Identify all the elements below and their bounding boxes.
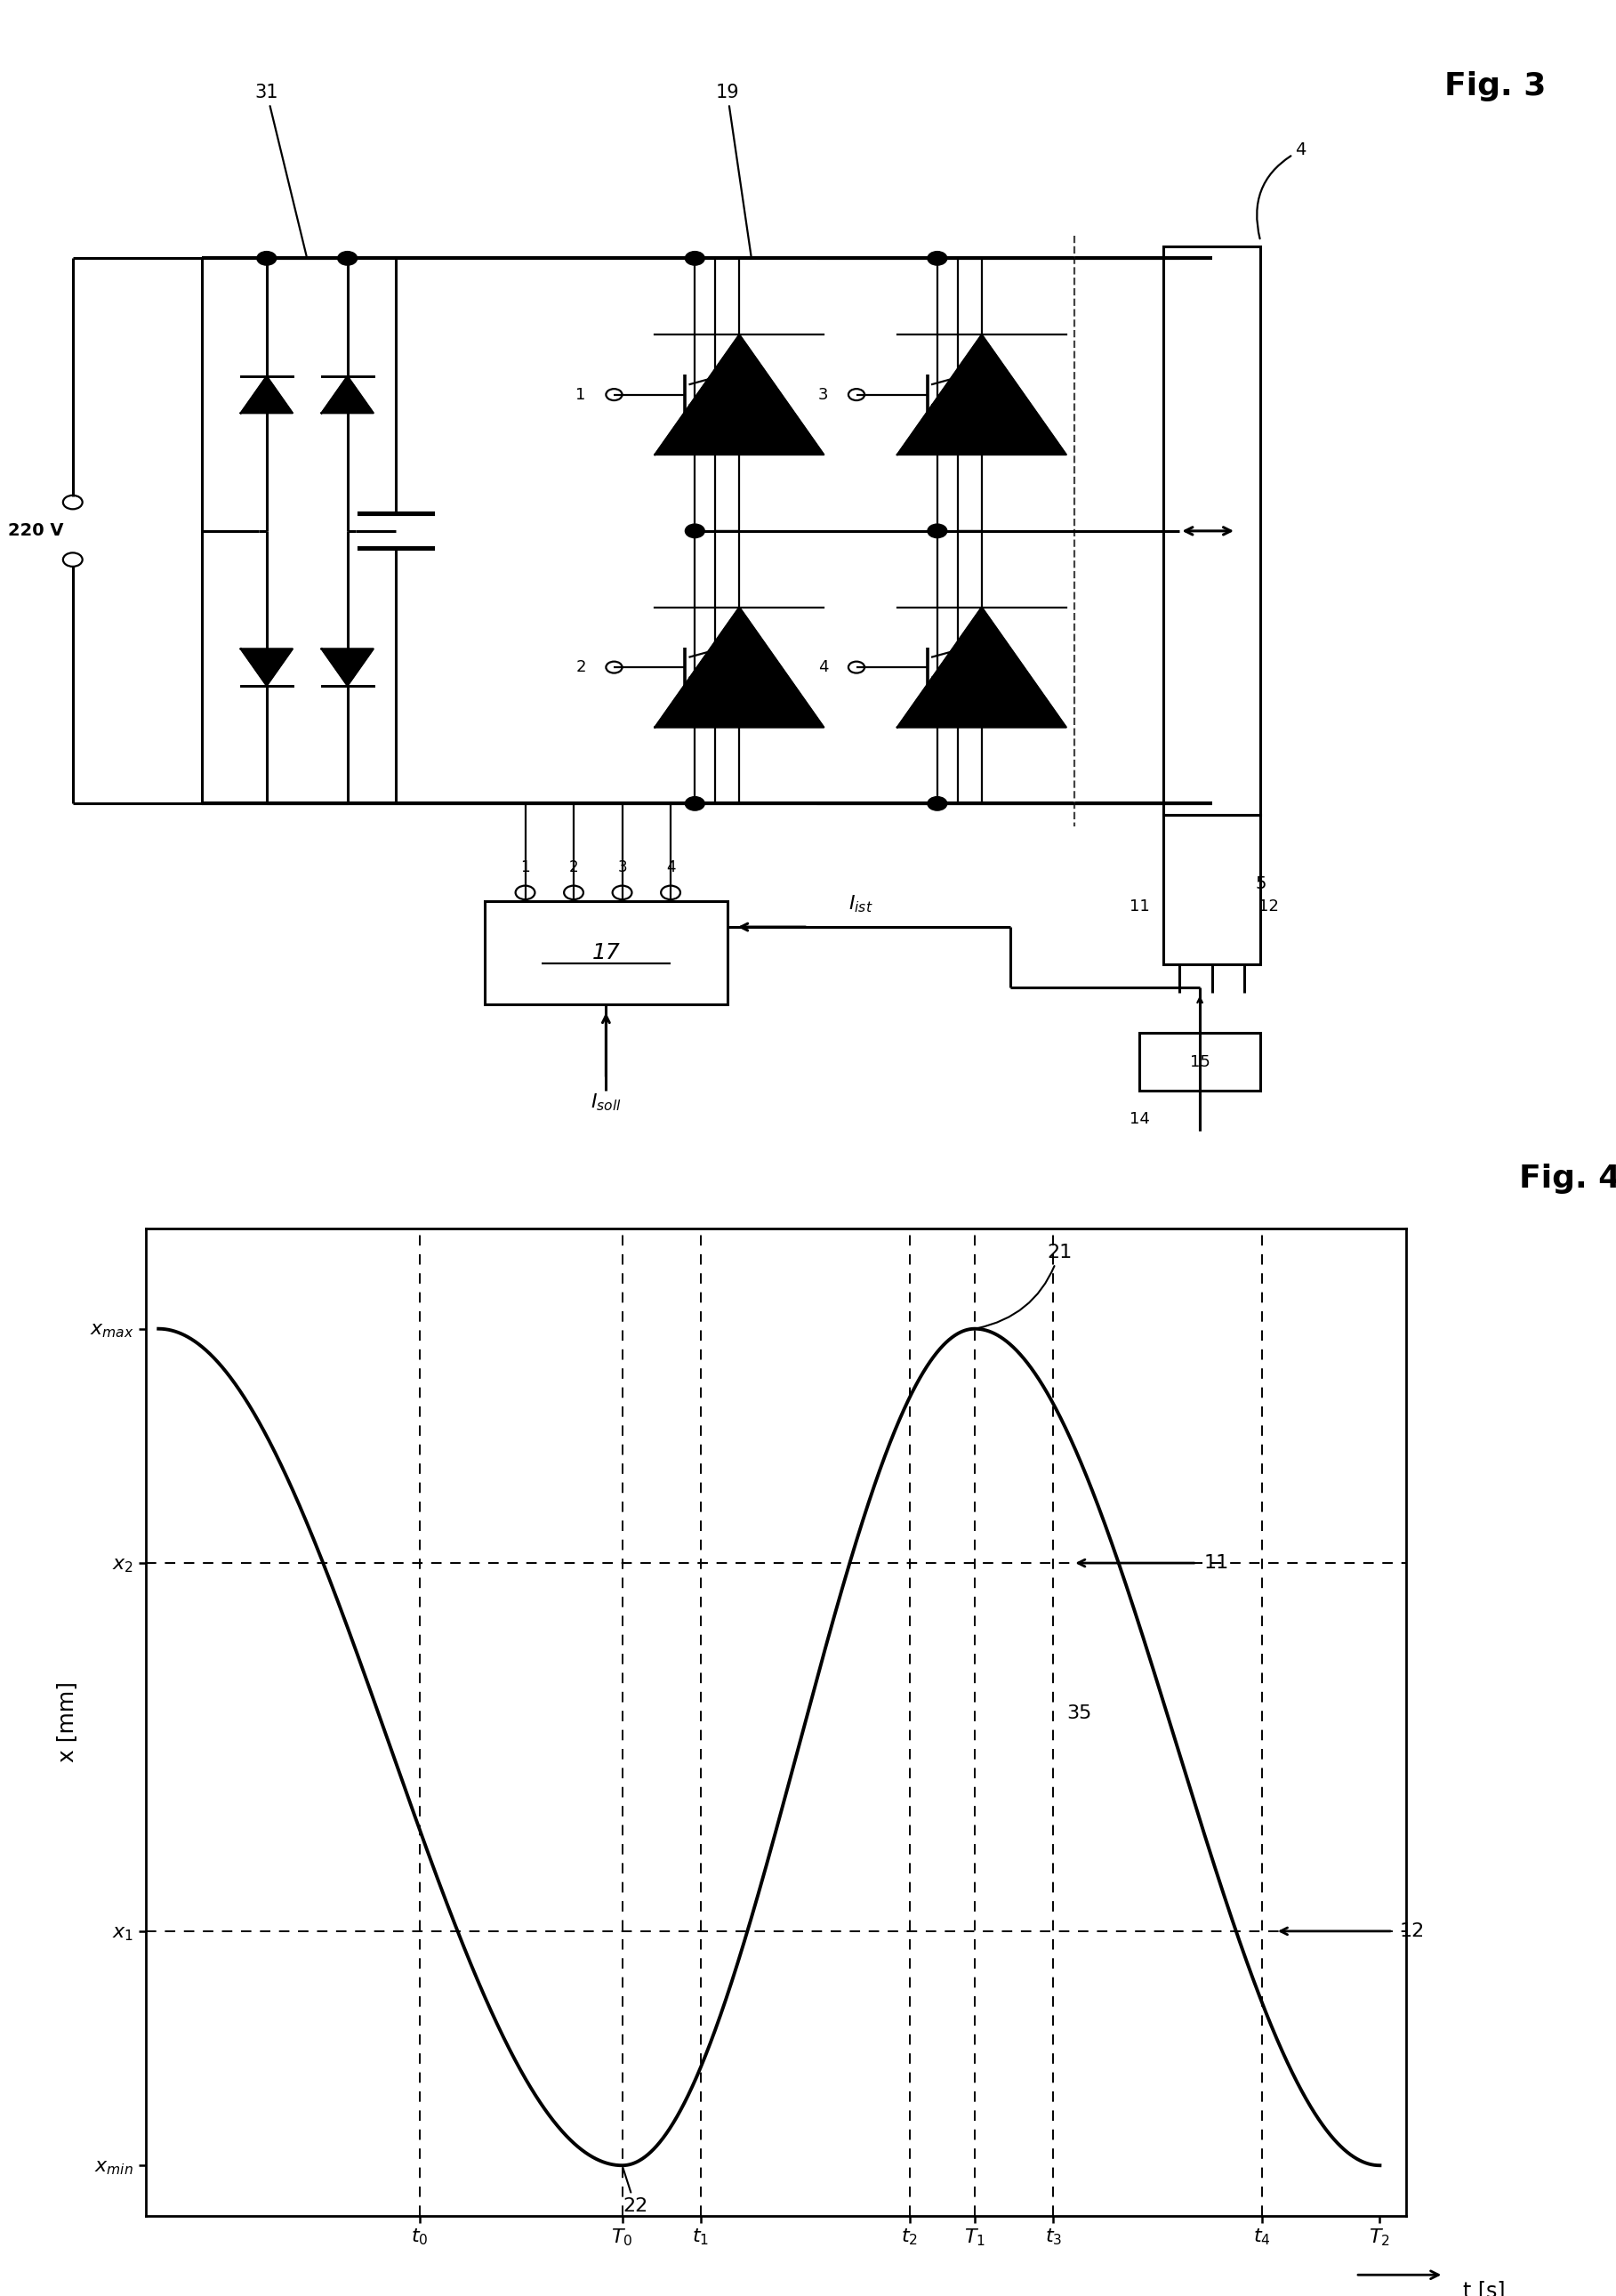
Text: 3: 3 — [818, 386, 829, 402]
Text: 19: 19 — [716, 83, 751, 255]
Text: 17: 17 — [591, 941, 621, 964]
Text: Fig. 4: Fig. 4 — [1519, 1164, 1616, 1194]
Polygon shape — [241, 377, 292, 413]
Text: 12: 12 — [1399, 1922, 1425, 1940]
Polygon shape — [322, 377, 373, 413]
Text: t [s]: t [s] — [1462, 2280, 1504, 2296]
Circle shape — [928, 523, 947, 537]
Text: $I_{soll}$: $I_{soll}$ — [590, 1093, 622, 1114]
Circle shape — [685, 523, 705, 537]
Text: 4: 4 — [818, 659, 829, 675]
Circle shape — [685, 253, 705, 266]
Polygon shape — [322, 650, 373, 687]
Y-axis label: x [mm]: x [mm] — [57, 1681, 78, 1763]
Text: 11: 11 — [1130, 900, 1149, 914]
Text: $I_{ist}$: $I_{ist}$ — [848, 893, 873, 914]
Circle shape — [928, 253, 947, 266]
Bar — [1139, 1033, 1260, 1091]
Polygon shape — [241, 650, 292, 687]
Circle shape — [257, 253, 276, 266]
Bar — [1164, 246, 1260, 815]
Text: 14: 14 — [1130, 1111, 1149, 1127]
Text: 3: 3 — [617, 859, 627, 875]
Circle shape — [338, 253, 357, 266]
Polygon shape — [654, 335, 824, 455]
Text: 2: 2 — [569, 859, 579, 875]
Polygon shape — [654, 606, 824, 728]
Text: 4: 4 — [666, 859, 675, 875]
Text: 1: 1 — [520, 859, 530, 875]
Polygon shape — [897, 606, 1067, 728]
Text: 220 V: 220 V — [8, 523, 63, 540]
Bar — [1164, 815, 1260, 964]
Text: 5: 5 — [1256, 875, 1265, 893]
Text: 15: 15 — [1189, 1054, 1210, 1070]
Text: 21: 21 — [978, 1244, 1071, 1329]
Text: 11: 11 — [1204, 1554, 1228, 1573]
Polygon shape — [897, 335, 1067, 455]
Text: 35: 35 — [1067, 1704, 1091, 1722]
Text: Fig. 3: Fig. 3 — [1445, 71, 1545, 101]
Text: 2: 2 — [575, 659, 587, 675]
Text: 1: 1 — [575, 386, 587, 402]
Text: 4: 4 — [1257, 142, 1306, 239]
Text: 22: 22 — [622, 2167, 648, 2216]
Bar — [485, 900, 727, 1006]
Text: 31: 31 — [255, 83, 307, 255]
Text: 12: 12 — [1259, 900, 1278, 914]
Circle shape — [928, 797, 947, 810]
Circle shape — [685, 797, 705, 810]
